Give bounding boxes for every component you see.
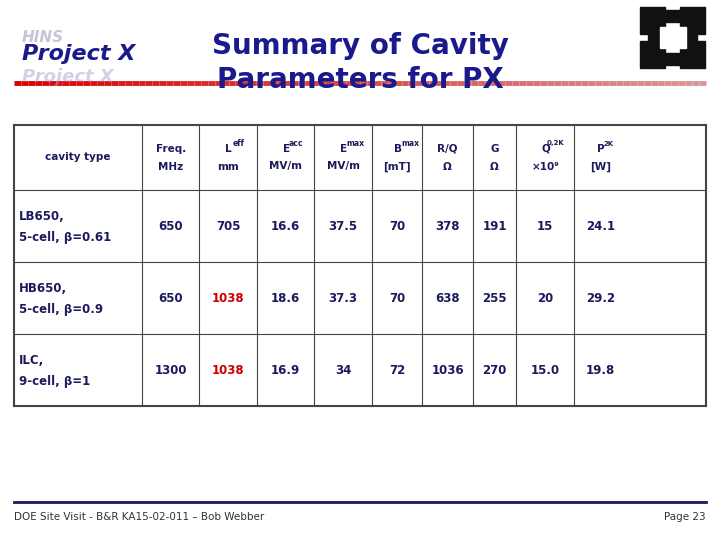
Text: B: B: [394, 144, 402, 153]
Text: Ω: Ω: [444, 161, 452, 172]
Text: 15.0: 15.0: [531, 363, 559, 376]
Text: 15: 15: [537, 219, 553, 233]
Text: 29.2: 29.2: [586, 292, 615, 305]
Text: acc: acc: [289, 139, 303, 148]
Text: 37.3: 37.3: [328, 292, 358, 305]
Text: 1036: 1036: [431, 363, 464, 376]
Text: R/Q: R/Q: [437, 144, 458, 153]
Text: 37.5: 37.5: [328, 219, 358, 233]
Text: 270: 270: [482, 363, 507, 376]
Text: Project X: Project X: [22, 68, 114, 86]
Text: mm: mm: [217, 161, 239, 172]
Text: MHz: MHz: [158, 161, 184, 172]
Text: 20: 20: [537, 292, 553, 305]
Text: L: L: [225, 144, 232, 153]
Text: ILC,: ILC,: [19, 354, 44, 367]
Text: HINS: HINS: [22, 30, 64, 45]
Text: 72: 72: [389, 363, 405, 376]
Text: eff: eff: [232, 139, 244, 148]
Text: 24.1: 24.1: [586, 219, 615, 233]
Text: E: E: [283, 144, 289, 153]
Bar: [685, 21, 697, 55]
Text: Q: Q: [541, 144, 550, 153]
Text: MV/m: MV/m: [269, 161, 302, 172]
Text: Freq.: Freq.: [156, 144, 186, 153]
Text: Project X: Project X: [22, 44, 135, 64]
Text: 9-cell, β=1: 9-cell, β=1: [19, 375, 90, 388]
Bar: [640, 7, 665, 34]
Text: 2K: 2K: [603, 140, 613, 146]
Text: 378: 378: [436, 219, 460, 233]
Text: 191: 191: [482, 219, 507, 233]
Text: 16.9: 16.9: [271, 363, 300, 376]
Text: E: E: [340, 144, 347, 153]
Text: 5-cell, β=0.9: 5-cell, β=0.9: [19, 303, 103, 316]
Text: HB650,: HB650,: [19, 281, 67, 294]
Text: 16.6: 16.6: [271, 219, 300, 233]
Text: ×10⁹: ×10⁹: [531, 161, 559, 172]
Bar: [660, 27, 685, 48]
Text: 70: 70: [389, 292, 405, 305]
Text: 705: 705: [216, 219, 240, 233]
Text: [W]: [W]: [590, 161, 611, 172]
Text: [mT]: [mT]: [383, 161, 411, 172]
Bar: [680, 7, 705, 34]
Text: 5-cell, β=0.61: 5-cell, β=0.61: [19, 232, 112, 245]
Text: 1038: 1038: [212, 363, 245, 376]
Bar: [648, 21, 660, 55]
Bar: [680, 40, 705, 68]
Text: Ω: Ω: [490, 161, 499, 172]
Text: cavity type: cavity type: [45, 152, 111, 163]
Text: max: max: [346, 139, 364, 148]
Bar: [640, 40, 665, 68]
Text: P: P: [598, 144, 605, 153]
Text: LB650,: LB650,: [19, 210, 65, 222]
Text: 70: 70: [389, 219, 405, 233]
Text: 0,2K: 0,2K: [547, 140, 565, 146]
Text: 19.8: 19.8: [586, 363, 615, 376]
Bar: [648, 53, 697, 65]
Text: Page 23: Page 23: [665, 512, 706, 522]
Text: 34: 34: [335, 363, 351, 376]
Text: 638: 638: [435, 292, 460, 305]
Text: 650: 650: [158, 219, 183, 233]
Text: 255: 255: [482, 292, 507, 305]
Text: G: G: [490, 144, 499, 153]
Text: DOE Site Visit - B&R KA15-02-011 – Bob Webber: DOE Site Visit - B&R KA15-02-011 – Bob W…: [14, 512, 264, 522]
Text: 1300: 1300: [155, 363, 187, 376]
Bar: [648, 10, 697, 22]
Text: 1038: 1038: [212, 292, 245, 305]
Text: Summary of Cavity
Parameters for PX: Summary of Cavity Parameters for PX: [212, 32, 508, 93]
Text: 650: 650: [158, 292, 183, 305]
Text: max: max: [401, 139, 419, 148]
Text: 18.6: 18.6: [271, 292, 300, 305]
Text: MV/m: MV/m: [327, 161, 359, 172]
